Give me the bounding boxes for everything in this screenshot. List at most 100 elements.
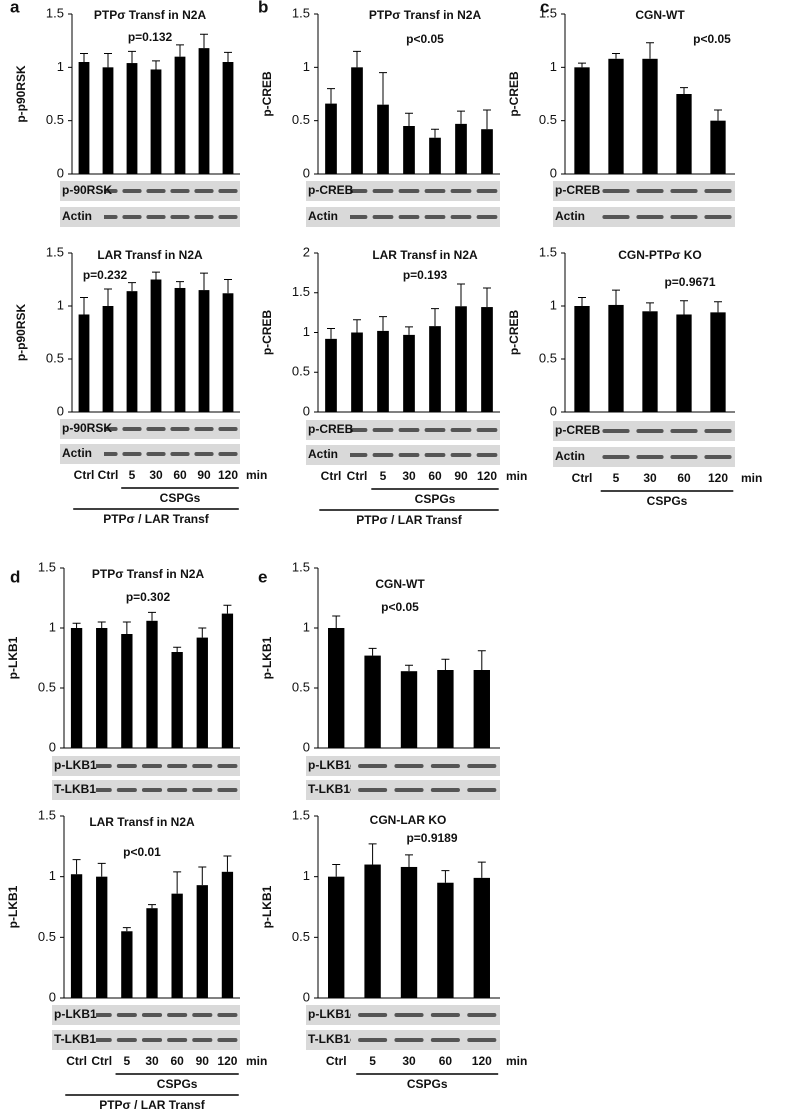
panel-letter: a: [10, 0, 20, 16]
blot-label-bg: [306, 780, 350, 800]
bar: [400, 866, 418, 998]
blot-band: [122, 189, 142, 193]
blot-label: Actin: [555, 449, 585, 463]
bar: [174, 56, 186, 174]
bar: [429, 326, 441, 412]
x-tick-label: 60: [428, 469, 442, 483]
y-tick-label: 1: [303, 324, 310, 339]
error-bar: [353, 319, 361, 333]
blot-band: [372, 428, 394, 432]
error-bar: [477, 650, 486, 670]
bar: [403, 126, 415, 174]
bar: [222, 62, 234, 174]
bar: [574, 306, 590, 412]
panel-letter: c: [540, 0, 549, 16]
blot-band: [704, 215, 732, 219]
blot-band: [358, 1013, 388, 1017]
blot-label: p-LKB1: [308, 758, 351, 772]
blot-band: [602, 189, 630, 193]
y-tick-label: 0.5: [46, 112, 64, 127]
error-bar: [441, 658, 450, 670]
error-bar: [332, 864, 341, 877]
blot-band: [346, 215, 368, 219]
x-tick-label: 90: [196, 1054, 210, 1068]
blot-band: [141, 1038, 163, 1042]
bar: [102, 67, 114, 174]
y-tick-label: 0: [550, 165, 557, 180]
blot-band: [116, 764, 137, 768]
blot-label: p-LKB1: [54, 1007, 97, 1021]
bar: [78, 314, 90, 412]
blot-band: [424, 428, 446, 432]
y-tick-label: 1.5: [46, 244, 64, 259]
blot-label: p-LKB1: [308, 1007, 351, 1021]
blot-label-bg: [306, 756, 350, 776]
y-tick-label: 1.5: [292, 5, 310, 20]
annotation: p=0.9189: [406, 831, 457, 845]
error-bar: [104, 288, 112, 306]
blot-band: [218, 215, 238, 219]
chart-title: LAR Transf in N2A: [89, 815, 195, 829]
group-label: CSPGs: [160, 491, 201, 505]
bar: [70, 874, 83, 998]
error-bar: [176, 281, 184, 288]
error-bar: [223, 855, 232, 872]
blot-band: [476, 428, 498, 432]
bar: [481, 307, 493, 412]
y-tick-label: 0: [49, 989, 56, 1004]
blot-band: [704, 429, 732, 433]
bar: [70, 628, 83, 748]
x-unit: min: [246, 1054, 267, 1068]
blot-band: [358, 764, 388, 768]
y-axis-label: p-p90RSK: [14, 65, 28, 123]
panel-letter: e: [258, 567, 267, 586]
annotation: p=0.9671: [664, 275, 715, 289]
y-axis-label: p-LKB1: [260, 636, 274, 679]
blot-label-bg: [60, 444, 104, 464]
blot-band: [146, 189, 166, 193]
bar: [364, 864, 381, 998]
bar: [102, 306, 114, 412]
bar: [642, 58, 658, 174]
blot-label: T-LKB1: [54, 782, 96, 796]
blot-label-bg: [306, 207, 350, 227]
blot-band: [467, 764, 497, 768]
blot-band: [217, 764, 238, 768]
blot-band: [450, 453, 472, 457]
blot-label: p-LKB1: [54, 758, 97, 772]
y-axis-label: p-p90RSK: [14, 303, 28, 361]
blot-label-bg: [52, 756, 96, 776]
y-axis-label: p-CREB: [507, 310, 521, 356]
x-tick-label: 120: [708, 471, 728, 485]
blot-band: [91, 1038, 112, 1042]
panel-letter: d: [10, 567, 20, 586]
annotation: p<0.05: [381, 600, 419, 614]
y-tick-label: 0: [550, 403, 557, 418]
blot-band: [146, 427, 166, 431]
blot-label: p-CREB: [308, 422, 354, 436]
blot-label: Actin: [62, 209, 92, 223]
y-tick-label: 1.5: [38, 559, 56, 574]
blot-band: [430, 1013, 460, 1017]
bar: [325, 338, 337, 412]
blot-band: [358, 788, 388, 792]
error-bar: [128, 50, 136, 64]
blot-band: [170, 189, 190, 193]
y-tick-label: 0.5: [539, 350, 557, 365]
blot-band: [394, 788, 424, 792]
blot-band: [141, 788, 163, 792]
x-tick-label: 30: [149, 468, 163, 482]
blot-band: [450, 428, 472, 432]
y-tick-label: 1: [57, 297, 64, 312]
y-tick-label: 1: [303, 619, 310, 634]
error-bar: [198, 866, 207, 886]
blot-band: [192, 1013, 213, 1017]
blot-band: [636, 215, 664, 219]
blot-band: [636, 189, 664, 193]
x-tick-label: Ctrl: [321, 469, 342, 483]
bar: [325, 103, 337, 174]
x-tick-label: 30: [643, 471, 657, 485]
blot-band: [346, 453, 368, 457]
blot-band: [704, 455, 732, 459]
